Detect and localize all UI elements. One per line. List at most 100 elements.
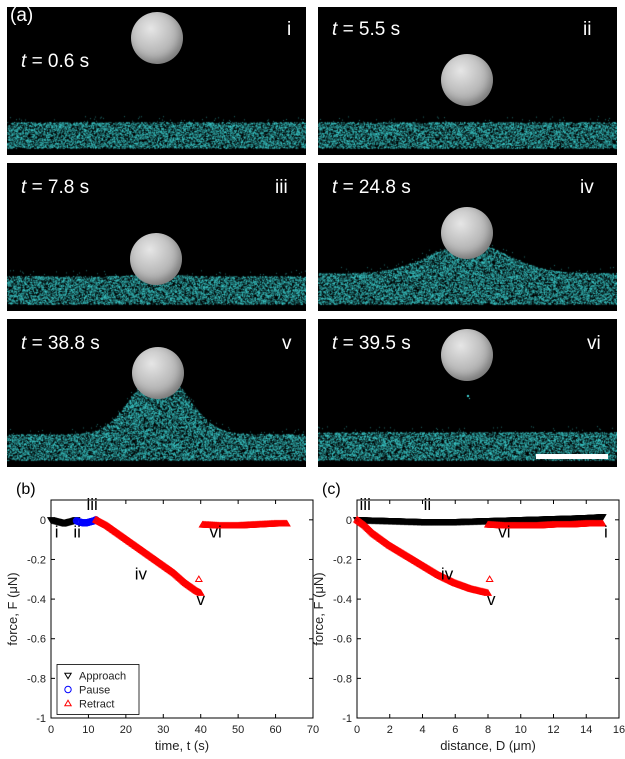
point-annotation: iv	[441, 564, 454, 583]
y-tick-label: -0.2	[27, 554, 46, 566]
data-point	[388, 543, 397, 551]
legend-marker	[64, 685, 72, 694]
data-point	[414, 558, 423, 566]
data-point	[387, 542, 396, 550]
data-point	[429, 567, 438, 575]
sphere	[441, 207, 493, 259]
x-tick-label: 70	[307, 724, 319, 736]
chart-b: 0 10 20 30 40 50 60 70 0 -0.2 -0.4 -0.6 -0.8 -1 time, …	[5, 481, 319, 753]
y-axis-label: force, F (μN)	[5, 572, 20, 645]
x-tick-label: 50	[232, 724, 244, 736]
frame-i: t = 0.6 s i	[7, 7, 306, 155]
data-point	[418, 561, 427, 569]
data-point	[422, 563, 431, 571]
data-point	[417, 560, 426, 568]
series-retract	[352, 515, 607, 596]
sphere	[441, 329, 493, 381]
point-annotation: ii	[73, 523, 81, 542]
series-retract	[91, 515, 291, 596]
data-point	[394, 546, 403, 554]
data-point	[405, 553, 415, 561]
y-tick-label: -0.8	[333, 673, 352, 685]
data-point	[416, 560, 425, 567]
panel-label-a: (a)	[10, 5, 34, 26]
legend-marker	[63, 699, 73, 707]
x-tick-label: 4	[419, 724, 425, 736]
outlier-point	[194, 575, 203, 583]
data-point	[391, 544, 400, 552]
point-annotation: iii	[360, 495, 371, 514]
data-point	[598, 514, 607, 522]
point-annotation: v	[196, 590, 205, 609]
frame-number: iv	[580, 177, 594, 198]
data-point	[401, 550, 410, 558]
frame-number: ii	[583, 19, 592, 40]
time-label: t = 7.8 s	[21, 177, 90, 198]
data-point	[412, 557, 421, 565]
point-annotation: iv	[135, 564, 148, 583]
x-tick-label: 40	[195, 724, 207, 736]
x-tick-label: 14	[580, 724, 592, 736]
legend-label: Retract	[79, 698, 114, 710]
point-annotation: i	[55, 523, 59, 542]
point-annotation: vi	[498, 523, 510, 542]
data-point	[409, 555, 418, 563]
data-point	[419, 561, 428, 569]
data-point	[427, 566, 436, 574]
panel-label: (c)	[322, 481, 341, 498]
point-annotation: i	[604, 523, 608, 542]
sphere	[130, 233, 182, 285]
data-point	[406, 554, 416, 562]
x-tick-label: 6	[452, 724, 458, 736]
data-point	[483, 588, 493, 596]
data-point	[429, 568, 439, 576]
point-annotation: v	[487, 590, 496, 609]
time-label: t = 39.5 s	[332, 333, 411, 354]
x-tick-label: 10	[515, 724, 527, 736]
x-tick-label: 30	[157, 724, 169, 736]
data-point	[282, 519, 291, 527]
data-point	[433, 570, 442, 578]
frame-number: i	[287, 19, 292, 40]
panel-label: (b)	[16, 481, 36, 498]
point-annotation: ii	[424, 495, 432, 514]
x-tick-label: 12	[547, 724, 559, 736]
x-tick-label: 0	[48, 724, 54, 736]
sphere	[132, 347, 184, 399]
data-point	[423, 564, 432, 572]
x-tick-label: 0	[354, 724, 360, 736]
time-label: t = 5.5 s	[332, 19, 401, 40]
data-point	[392, 545, 401, 553]
data-point	[408, 555, 417, 563]
data-point	[415, 559, 424, 567]
x-tick-label: 60	[269, 724, 281, 736]
data-point	[390, 544, 399, 552]
data-point	[400, 550, 409, 558]
outlier-point	[485, 575, 494, 583]
y-tick-label: -0.2	[333, 554, 352, 566]
y-tick-label: -1	[342, 713, 352, 725]
data-point	[403, 552, 413, 560]
legend-label: Pause	[79, 684, 110, 696]
y-tick-label: 0	[346, 515, 352, 527]
data-point	[410, 556, 419, 564]
x-axis-label: distance, D (μm)	[440, 738, 536, 753]
data-point	[420, 562, 429, 570]
data-point	[426, 565, 435, 573]
data-point	[407, 554, 416, 562]
chart-c: 0 2 4 6 8 10 12 14 16 0 -0.2 -0.4 -0.6 -0.8 -1 distance…	[311, 481, 625, 753]
x-tick-label: 16	[613, 724, 625, 736]
data-point	[399, 549, 408, 557]
legend-marker	[63, 672, 73, 680]
frame-iv: t = 24.8 s iv	[318, 163, 617, 311]
data-point	[395, 547, 404, 555]
y-tick-label: 0	[40, 515, 46, 527]
frame-v: t = 38.8 s v	[7, 319, 306, 467]
plot-area	[356, 499, 620, 719]
data-point	[411, 557, 420, 565]
scale-bar	[536, 454, 608, 459]
y-tick-label: -0.6	[333, 634, 352, 646]
data-point	[402, 551, 411, 559]
force-plots: 0 10 20 30 40 50 60 700-0.2-0.4-0.6-0.8-1time, …	[5, 481, 625, 753]
point-annotation: vi	[210, 523, 222, 542]
